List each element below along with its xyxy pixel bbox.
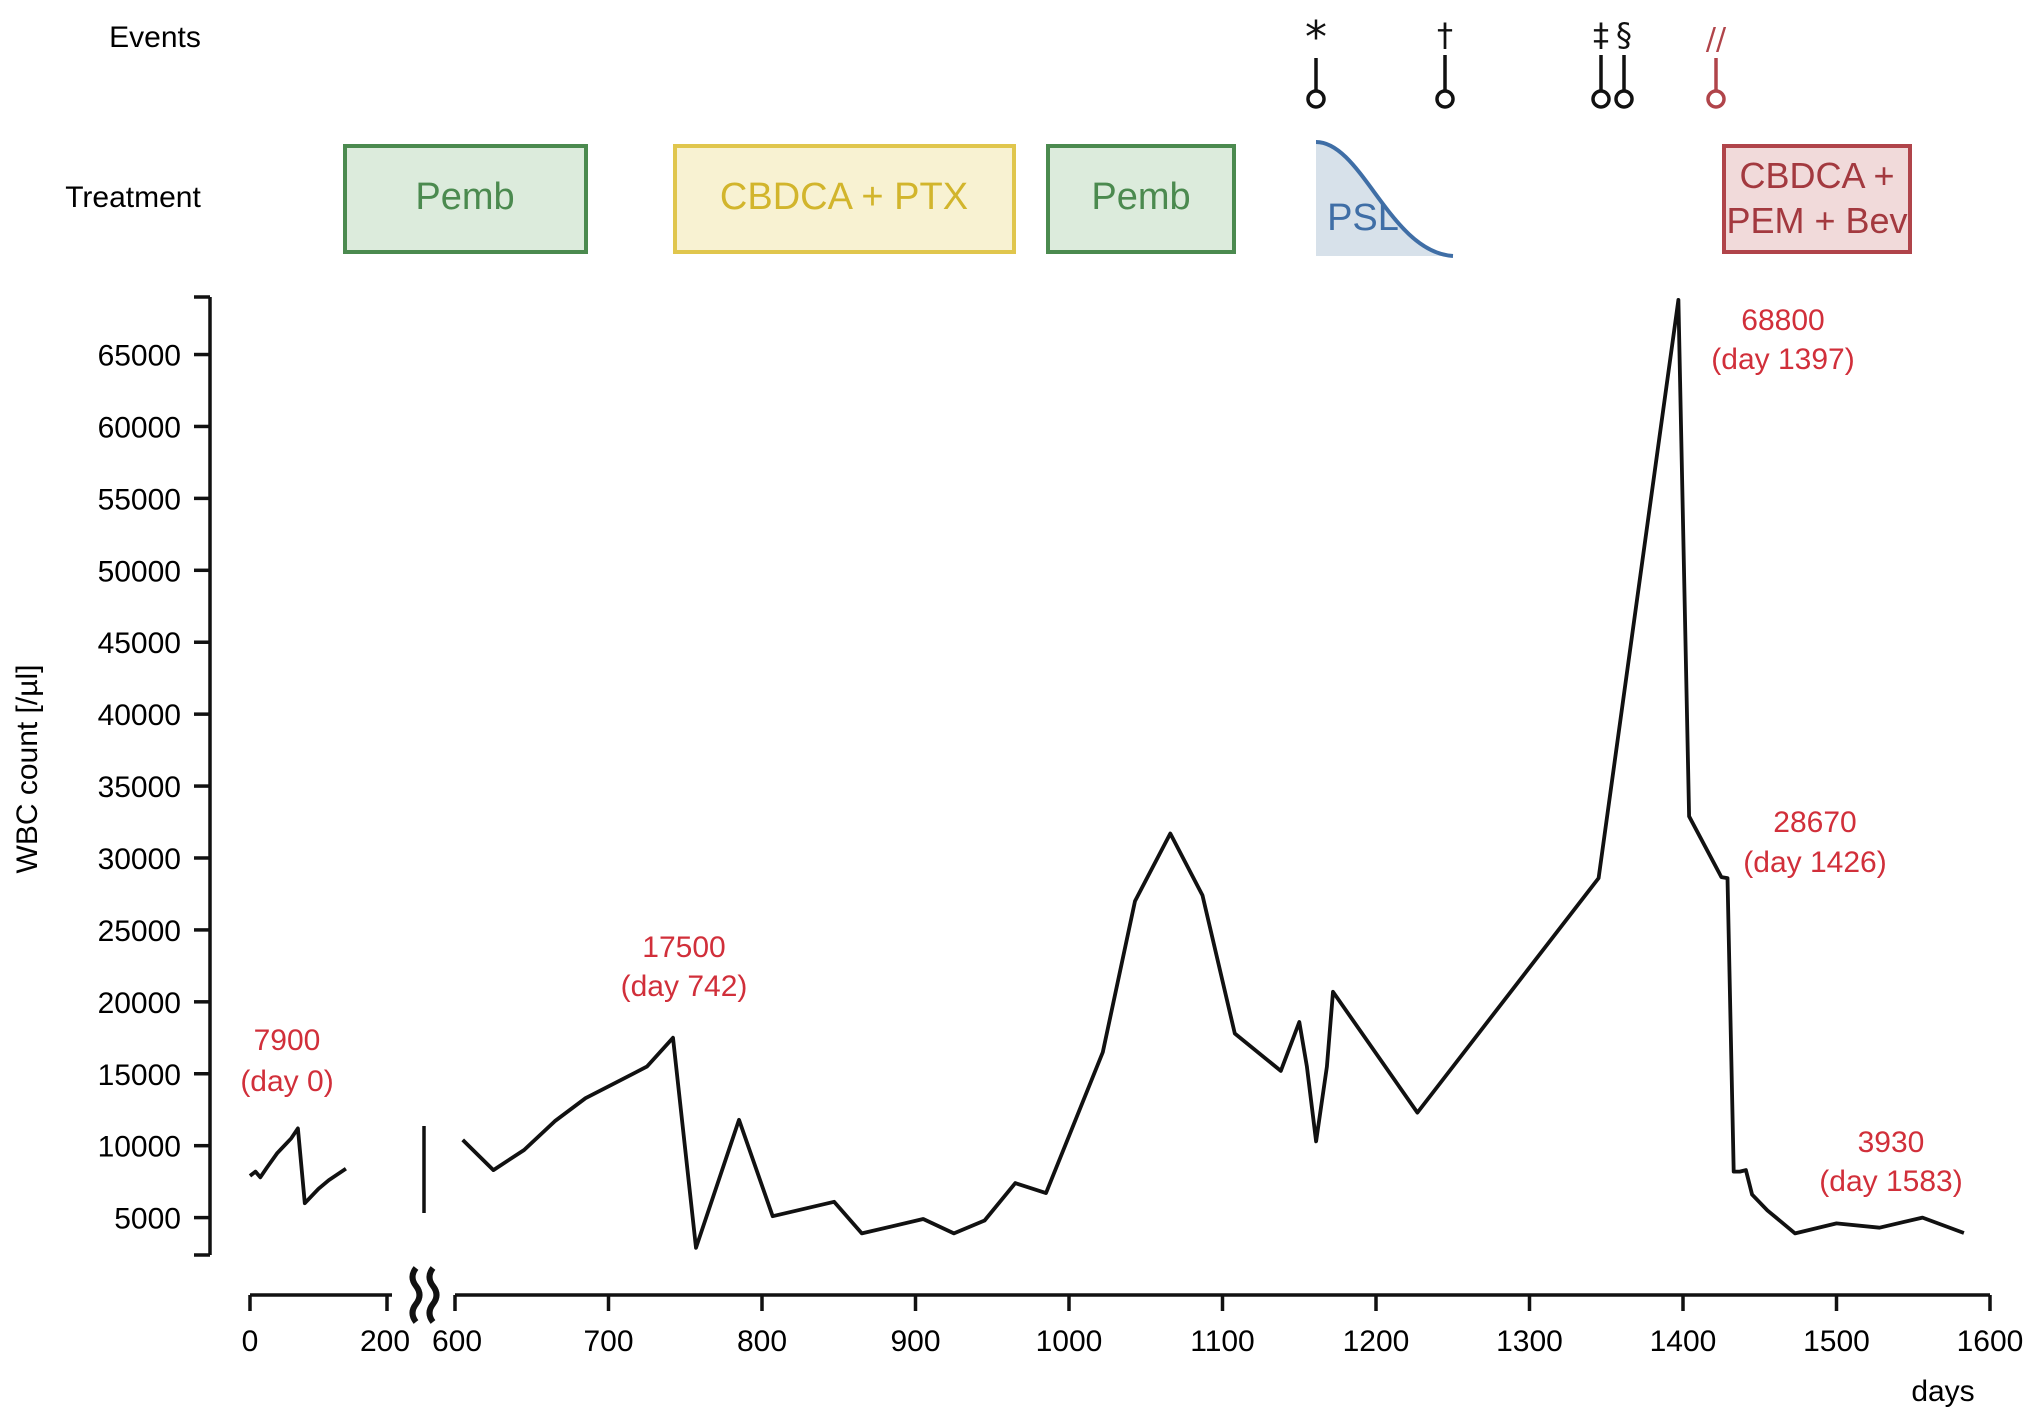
x-tick-label: 1300 (1496, 1325, 1563, 1358)
treatment-cbdca-pem-bev-line2: PEM + Bev (1726, 200, 1907, 241)
annotation-day0-value: 7900 (254, 1024, 321, 1057)
event-symbol-double-slash: // (1706, 22, 1727, 57)
event-marker-double-dagger: ‡ (1591, 16, 1611, 109)
x-tick-label: 1400 (1650, 1325, 1717, 1358)
x-tick-label: 800 (737, 1325, 787, 1358)
y-tick-label: 30000 (98, 843, 181, 876)
event-symbol-dagger: † (1437, 16, 1453, 54)
y-axis-label: WBC count [/µl] (11, 664, 44, 873)
event-symbol-section: § (1616, 16, 1632, 54)
x-tick-label: 1500 (1803, 1325, 1870, 1358)
x-tick-label: 1000 (1036, 1325, 1103, 1358)
event-marker-dagger: † (1435, 16, 1455, 109)
treatment-cbdca-pem-bev-line1: CBDCA + (1739, 155, 1894, 196)
y-tick-label: 10000 (98, 1131, 181, 1164)
series-segment-1 (248, 1126, 347, 1206)
x-axis-label: days (1911, 1375, 1974, 1408)
x-axis: 0 200 600 700 800 900 1000 1100 1200 1300 1400 1500… (242, 1266, 2024, 1358)
axis-break-mark (409, 1266, 440, 1324)
y-tick-label: 5000 (114, 1203, 181, 1236)
y-tick-label: 65000 (98, 340, 181, 373)
annotation-day1583-value: 3930 (1858, 1126, 1925, 1159)
treatment-psl: PSL (1315, 140, 1454, 258)
treatment-row-label: Treatment (65, 181, 201, 214)
treatment-cbdca-pem-bev: CBDCA + PEM + Bev (1722, 144, 1912, 254)
y-tick-label: 50000 (98, 555, 181, 588)
annotation-day1583-label: (day 1583) (1819, 1165, 1962, 1198)
x-tick-label: 1200 (1343, 1325, 1410, 1358)
treatment-pemb-2-label: Pemb (1091, 176, 1190, 218)
x-tick-label: 900 (890, 1325, 940, 1358)
event-marker-section: § (1614, 16, 1634, 109)
annotation-day1426-value: 28670 (1773, 806, 1856, 839)
treatment-pemb-1: Pemb (343, 144, 588, 254)
y-tick-label: 45000 (98, 627, 181, 660)
x-tick-label: 1600 (1957, 1325, 2024, 1358)
wbc-series-line (248, 298, 1965, 1250)
event-marker-double-slash: // (1706, 22, 1727, 109)
y-tick-label: 20000 (98, 987, 181, 1020)
y-tick-label: 15000 (98, 1059, 181, 1092)
treatment-cbdca-ptx: CBDCA + PTX (673, 144, 1016, 254)
treatment-pemb-1-label: Pemb (415, 176, 514, 218)
y-tick-label: 60000 (98, 411, 181, 444)
x-tick-label: 600 (432, 1325, 482, 1358)
treatment-psl-label: PSL (1327, 197, 1399, 239)
annotation-day1397-label: (day 1397) (1711, 343, 1854, 376)
event-symbol-asterisk: * (1305, 12, 1327, 63)
x-tick-label: 700 (583, 1325, 633, 1358)
events-group: * † ‡ § // (1305, 12, 1727, 109)
y-tick-label: 55000 (98, 483, 181, 516)
series-segment-2 (461, 298, 1965, 1250)
y-tick-label: 35000 (98, 771, 181, 804)
y-tick-label: 40000 (98, 699, 181, 732)
x-tick-label: 1100 (1190, 1325, 1255, 1358)
event-marker-asterisk: * (1305, 12, 1327, 109)
treatment-cbdca-ptx-label: CBDCA + PTX (720, 176, 968, 218)
annotation-day1426-label: (day 1426) (1743, 846, 1886, 879)
annotation-day1397-value: 68800 (1741, 304, 1824, 337)
treatments-group: Pemb CBDCA + PTX Pemb PSL CBDCA + PEM + … (343, 140, 1912, 258)
annotation-day742-value: 17500 (642, 931, 725, 964)
y-tick-label: 25000 (98, 915, 181, 948)
y-axis: 5000 10000 15000 20000 25000 30000 35000 40000 4… (98, 295, 212, 1257)
x-tick-label: 0 (242, 1325, 259, 1358)
event-symbol-double-dagger: ‡ (1593, 16, 1609, 54)
annotations: 7900 (day 0) 17500 (day 742) 68800 (day … (240, 304, 1962, 1198)
annotation-day0-label: (day 0) (240, 1065, 333, 1098)
x-tick-label: 200 (360, 1325, 410, 1358)
events-row-label: Events (109, 21, 201, 54)
treatment-pemb-2: Pemb (1046, 144, 1236, 254)
annotation-day742-label: (day 742) (621, 970, 748, 1003)
